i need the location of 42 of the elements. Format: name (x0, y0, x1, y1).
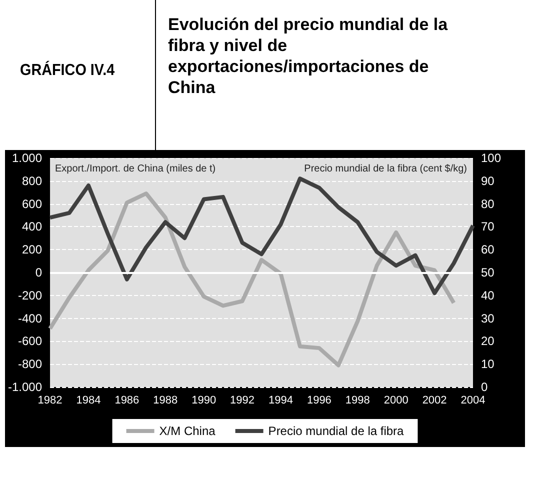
y2-tick-label: 60 (481, 242, 495, 257)
line-series (48, 191, 456, 368)
y2-axis-title: Precio mundial de la fibra (cent $/kg) (304, 164, 468, 174)
y-tick-label: -400 (18, 311, 42, 326)
x-tick-label: 1990 (192, 394, 216, 406)
x-tick-label: 1982 (38, 394, 62, 406)
x-tick-label: 1996 (306, 394, 332, 406)
y2-tick-label: 20 (481, 334, 495, 348)
x-tick-label: 1994 (268, 394, 293, 406)
y2-tick-label: 80 (481, 196, 495, 211)
y2-tick-label: 50 (481, 266, 495, 280)
x-tick-label: 1986 (114, 394, 140, 406)
y2-tick-label: 40 (481, 288, 495, 302)
y-tick-label: -600 (18, 334, 42, 348)
y-tick-label: 600 (22, 196, 42, 211)
y-axis-title: Export./Import. de China (miles de t) (55, 164, 216, 174)
x-tick-label: 1998 (345, 394, 370, 406)
chart-title: Evolución del precio mundial de la fibra y nivel de exportaciones/importaciones de China (168, 14, 449, 98)
y2-tick-label: 10 (481, 357, 495, 372)
text: GRÁFICO IV.4 (20, 62, 116, 80)
line-series (48, 176, 475, 296)
y2-tick-label: 70 (481, 220, 495, 234)
x-tick-label: 1992 (230, 394, 255, 406)
y2-tick-label: 90 (481, 174, 495, 188)
legend-label: X/M China (159, 424, 216, 438)
x-tick-label: 1984 (76, 394, 101, 406)
y-tick-label: 200 (22, 242, 42, 257)
x-tick-label: 1988 (153, 394, 178, 406)
x-tick-label: 2002 (422, 394, 447, 406)
y2-tick-label: 100 (481, 151, 502, 165)
y-tick-label: -800 (18, 357, 42, 372)
y-tick-label: -200 (18, 288, 42, 302)
y2-tick-label: 30 (481, 311, 495, 326)
y-tick-label: -1.000 (8, 380, 42, 394)
y-tick-label: 1.000 (12, 151, 42, 165)
y-tick-label: 400 (22, 220, 42, 234)
y2-tick-label: 0 (481, 380, 488, 394)
legend-label: Precio mundial de la fibra (268, 424, 404, 438)
y-tick-label: 0 (35, 266, 42, 280)
y-tick-label: 800 (22, 174, 42, 188)
x-tick-label: 2004 (460, 394, 486, 406)
x-tick-label: 2000 (384, 394, 408, 406)
